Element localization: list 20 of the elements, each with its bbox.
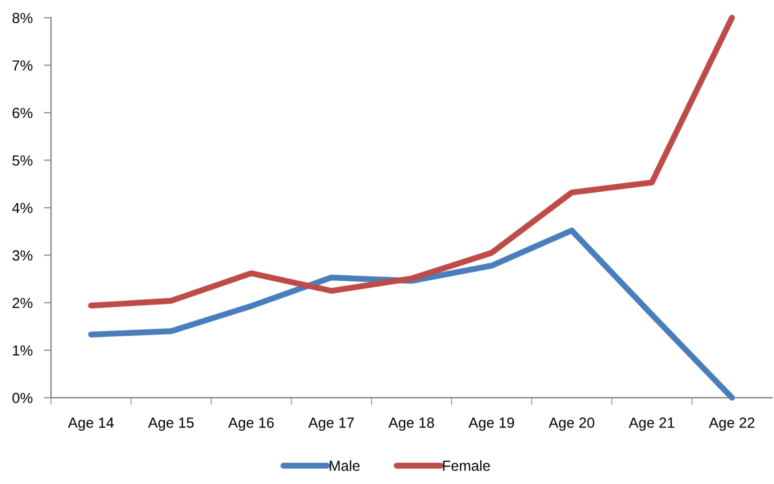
y-tick-label: 8% [12, 12, 32, 24]
legend-label: Male [330, 460, 360, 471]
x-tick-label: Age 21 [628, 418, 674, 431]
y-tick-label: 0% [12, 392, 32, 404]
legend-label: Female [443, 460, 490, 471]
y-tick-label: 1% [12, 345, 32, 356]
y-tick-label: 2% [12, 298, 32, 308]
y-tick-label: 5% [12, 155, 32, 166]
x-tick-label: Age 15 [148, 418, 194, 431]
y-tick-label: 4% [12, 202, 32, 214]
y-tick-label: 3% [12, 250, 32, 261]
x-tick-label: Age 22 [708, 418, 754, 431]
x-tick-label: Age 14 [68, 418, 114, 431]
x-tick-label: Age 18 [388, 418, 434, 431]
y-tick-label: 6% [12, 108, 32, 118]
y-tick-label: 7% [12, 60, 32, 71]
x-tick-label: Age 19 [468, 418, 514, 431]
x-tick-label: Age 16 [228, 418, 274, 431]
x-tick-label: Age 17 [308, 418, 354, 431]
x-tick-label: Age 20 [548, 418, 594, 431]
